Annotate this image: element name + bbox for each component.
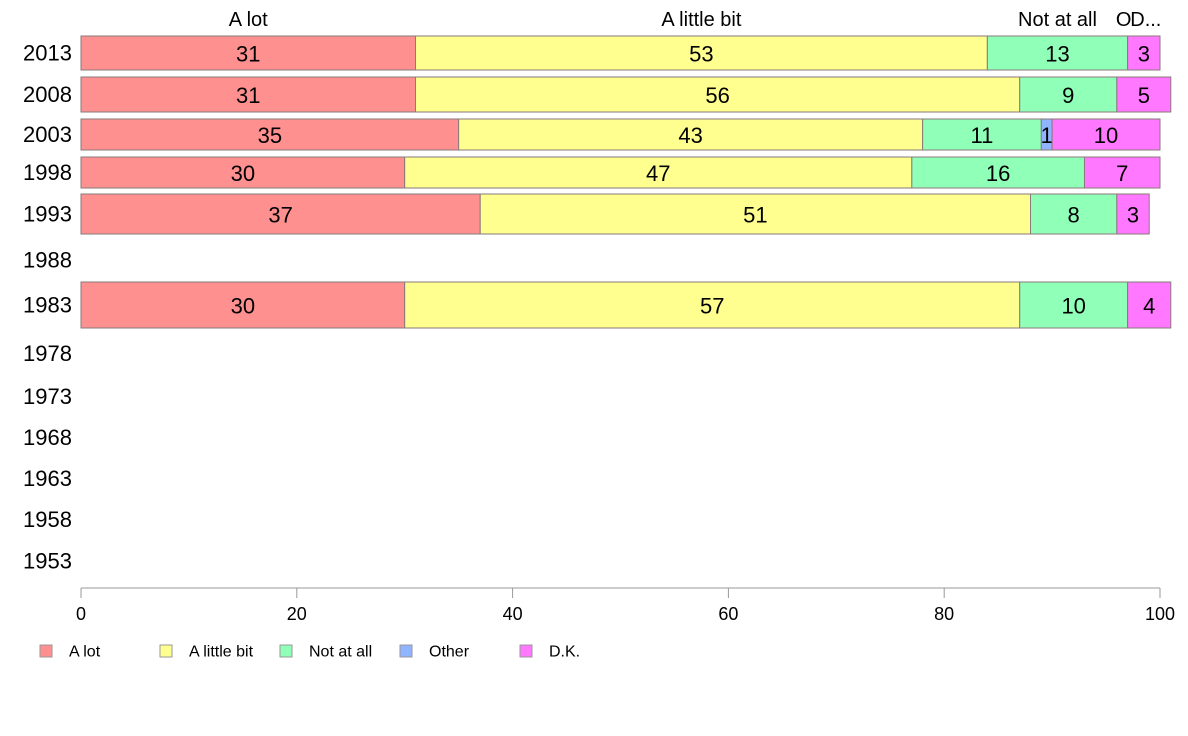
- tick-label: 80: [934, 604, 954, 624]
- bar-segment-a-little-bit: [404, 281, 1021, 329]
- legend-label: Not at all: [309, 644, 372, 661]
- bar-segment-not-at-all: [911, 156, 1085, 189]
- legend-item: Other: [399, 644, 470, 661]
- data-label: 5: [1138, 83, 1150, 108]
- data-label: 30: [231, 161, 255, 186]
- bar-segment-d-k-: [1127, 281, 1172, 329]
- data-label: 35: [258, 123, 282, 148]
- tick-label: 0: [76, 604, 86, 624]
- legend-swatch: [279, 644, 293, 658]
- year-label: 1973: [23, 384, 72, 409]
- bar-segment-d-k-: [1051, 118, 1161, 151]
- legend-label: D.K.: [549, 644, 580, 661]
- year-label: 1988: [23, 248, 72, 273]
- bar-segment-d-k-: [1116, 193, 1150, 235]
- data-label: 8: [1068, 203, 1080, 228]
- data-label: 30: [231, 294, 255, 319]
- bar-segment-a-little-bit: [414, 76, 1021, 113]
- data-label: 53: [689, 42, 713, 67]
- data-label: 10: [1061, 294, 1085, 319]
- bar-segment-a-lot: [80, 35, 416, 71]
- top-label: Not at all: [1018, 9, 1097, 31]
- bar-segment-d-k-: [1116, 76, 1172, 113]
- year-label: 1993: [23, 202, 72, 227]
- top-label: A lot: [229, 9, 268, 31]
- data-label: 57: [700, 294, 724, 319]
- bar-segment-a-lot: [80, 156, 406, 189]
- data-label: 51: [743, 203, 767, 228]
- legend-swatch: [159, 644, 173, 658]
- legend-swatch: [39, 644, 53, 658]
- tick-label: 20: [287, 604, 307, 624]
- data-label: 47: [646, 161, 670, 186]
- top-label: D...: [1130, 9, 1161, 31]
- year-label: 1953: [23, 549, 72, 574]
- legend-swatch: [399, 644, 413, 658]
- data-label: 1: [1041, 123, 1053, 148]
- data-label: 10: [1094, 123, 1118, 148]
- data-label: 56: [705, 83, 729, 108]
- bar-segment-a-little-bit: [404, 156, 913, 189]
- legend-label: Other: [429, 644, 470, 661]
- data-label: 37: [268, 203, 292, 228]
- data-label: 3: [1127, 203, 1139, 228]
- tick-label: 40: [503, 604, 523, 624]
- top-label: O: [1116, 9, 1132, 31]
- data-label: 3: [1138, 42, 1150, 67]
- year-label: 1978: [23, 341, 72, 366]
- data-label: 9: [1062, 83, 1074, 108]
- year-label: 2008: [23, 82, 72, 107]
- bar-segment-a-little-bit: [414, 35, 988, 71]
- legend-item: A lot: [39, 644, 101, 661]
- bar-segment-a-lot: [80, 118, 460, 151]
- year-label: 2003: [23, 122, 72, 147]
- legend-item: Not at all: [279, 644, 372, 661]
- bar-segment-a-little-bit: [458, 118, 924, 151]
- data-label: 7: [1116, 161, 1128, 186]
- bar-segment-not-at-all: [986, 35, 1129, 71]
- year-labels: 2013 2008 2003 1998 1993 1988 1983 1978 1973 1968…: [23, 41, 72, 574]
- data-label: 4: [1143, 294, 1155, 319]
- bar-segment-not-at-all: [1019, 76, 1118, 113]
- data-label: 43: [678, 123, 702, 148]
- data-label: 16: [986, 161, 1010, 186]
- data-label: 11: [971, 123, 994, 148]
- legend-item: A little bit: [159, 644, 254, 661]
- tick-label: 60: [718, 604, 738, 624]
- data-label: 31: [236, 83, 260, 108]
- bar-segment-a-lot: [80, 76, 416, 113]
- year-label: 1998: [23, 160, 72, 185]
- tick-label: 100: [1145, 604, 1175, 624]
- legend-label: A little bit: [189, 644, 254, 661]
- data-label: 13: [1045, 42, 1069, 67]
- year-label: 1958: [23, 507, 72, 532]
- legend-item: D.K.: [519, 644, 580, 661]
- year-label: 2013: [23, 41, 72, 66]
- legend-label: A lot: [69, 644, 101, 661]
- year-label: 1983: [23, 293, 72, 318]
- top-labels: A lot A little bit Not at all OD...: [229, 9, 1162, 31]
- top-label: A little bit: [661, 9, 741, 31]
- x-axis: 0 20 40 60 80 100: [76, 587, 1175, 624]
- legend-swatch: [519, 644, 533, 658]
- bar-segment-d-k-: [1127, 35, 1161, 71]
- year-label: 1968: [23, 425, 72, 450]
- legend: A lot A little bit Not at all Other D.K.: [39, 644, 580, 661]
- bar-segment-a-little-bit: [479, 193, 1032, 235]
- year-label: 1963: [23, 466, 72, 491]
- bar-segment-not-at-all: [1030, 193, 1118, 235]
- bar-segment-d-k-: [1083, 156, 1161, 189]
- data-label: 31: [236, 42, 260, 67]
